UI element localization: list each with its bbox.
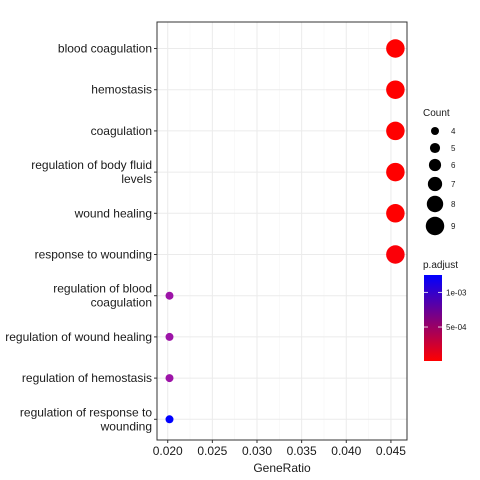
count-legend: Count 4 5 6 7 8 9 (423, 108, 456, 236)
count-legend-dot (429, 142, 441, 154)
data-point (386, 121, 405, 141)
count-legend-label: 5 (451, 144, 456, 153)
count-legend-title: Count (423, 108, 450, 119)
colorbar-label: 1e-03 (446, 288, 467, 297)
data-point (165, 332, 174, 341)
y-tick-label: wound healing (74, 206, 152, 220)
data-point (165, 374, 174, 383)
count-legend-dot (426, 195, 444, 213)
count-legend-label: 7 (451, 180, 456, 189)
count-legend-dot (431, 127, 439, 135)
x-tick-label: 0.030 (242, 444, 272, 458)
y-axis: blood coagulationhemostasiscoagulationre… (5, 42, 157, 433)
y-tick-label: regulation of response to (20, 405, 152, 419)
count-legend-dot (425, 216, 445, 236)
y-tick-label: levels (121, 172, 152, 186)
y-tick-label: regulation of body fluid (31, 158, 152, 172)
count-legend-label: 6 (451, 161, 456, 170)
padjust-colorbar (424, 275, 442, 361)
x-axis: 0.020 0.025 0.030 0.035 0.040 0.045 (153, 440, 406, 458)
y-tick-label: coagulation (91, 296, 152, 310)
x-tick-label: 0.025 (197, 444, 227, 458)
count-legend-label: 4 (451, 127, 456, 136)
y-tick-label: hemostasis (91, 83, 152, 97)
y-tick-label: response to wounding (35, 248, 152, 262)
x-tick-label: 0.035 (287, 444, 317, 458)
data-points (165, 39, 405, 424)
data-point (386, 245, 405, 264)
y-tick-label: regulation of hemostasis (22, 371, 152, 385)
padjust-legend-title: p.adjust (423, 260, 458, 271)
colorbar-label: 5e-04 (446, 323, 467, 332)
x-tick-label: 0.020 (153, 444, 183, 458)
data-point (165, 415, 174, 424)
y-tick-label: regulation of wound healing (5, 330, 152, 344)
y-tick-label: blood coagulation (58, 42, 152, 56)
count-legend-dot (428, 158, 442, 172)
panel-border (156, 21, 408, 441)
x-tick-label: 0.040 (331, 444, 361, 458)
count-legend-label: 9 (451, 222, 456, 231)
x-axis-title: GeneRatio (253, 461, 311, 475)
y-tick-label: wounding (100, 419, 152, 433)
data-point (386, 80, 405, 99)
data-point (165, 291, 174, 300)
data-point (386, 204, 405, 223)
count-legend-label: 8 (451, 200, 456, 209)
x-tick-label: 0.045 (376, 444, 406, 458)
data-point (386, 162, 405, 182)
count-legend-dot (427, 176, 443, 192)
y-tick-label: regulation of blood (53, 282, 152, 296)
y-tick-label: coagulation (91, 124, 152, 138)
data-point (386, 39, 405, 58)
grid (157, 22, 407, 440)
padjust-legend: p.adjust 1e-03 5e-04 (423, 260, 467, 361)
